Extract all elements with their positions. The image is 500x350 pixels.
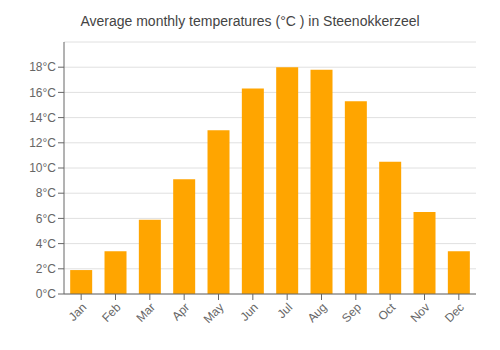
svg-text:Aug: Aug xyxy=(305,300,330,325)
svg-text:Jun: Jun xyxy=(237,300,261,324)
svg-text:Sep: Sep xyxy=(339,300,364,325)
svg-text:18°C: 18°C xyxy=(29,60,56,74)
svg-text:Feb: Feb xyxy=(99,300,124,325)
svg-text:4°C: 4°C xyxy=(36,237,56,251)
svg-text:Apr: Apr xyxy=(169,300,192,323)
svg-text:8°C: 8°C xyxy=(36,186,56,200)
svg-text:12°C: 12°C xyxy=(29,136,56,150)
svg-text:Jan: Jan xyxy=(66,300,90,324)
svg-text:10°C: 10°C xyxy=(29,161,56,175)
svg-text:Mar: Mar xyxy=(133,300,158,325)
svg-text:Oct: Oct xyxy=(375,300,399,324)
svg-text:Nov: Nov xyxy=(408,300,433,325)
svg-text:6°C: 6°C xyxy=(36,212,56,226)
html-text:Average monthly temperatures (: Average monthly temperatures (°C ) in St… xyxy=(80,13,420,29)
svg-text:Jul: Jul xyxy=(275,300,296,321)
svg-text:0°C: 0°C xyxy=(36,287,56,301)
svg-text:May: May xyxy=(201,300,227,326)
svg-text:14°C: 14°C xyxy=(29,111,56,125)
svg-text:16°C: 16°C xyxy=(29,86,56,100)
svg-text:Dec: Dec xyxy=(442,300,467,325)
svg-text:2°C: 2°C xyxy=(36,262,56,276)
